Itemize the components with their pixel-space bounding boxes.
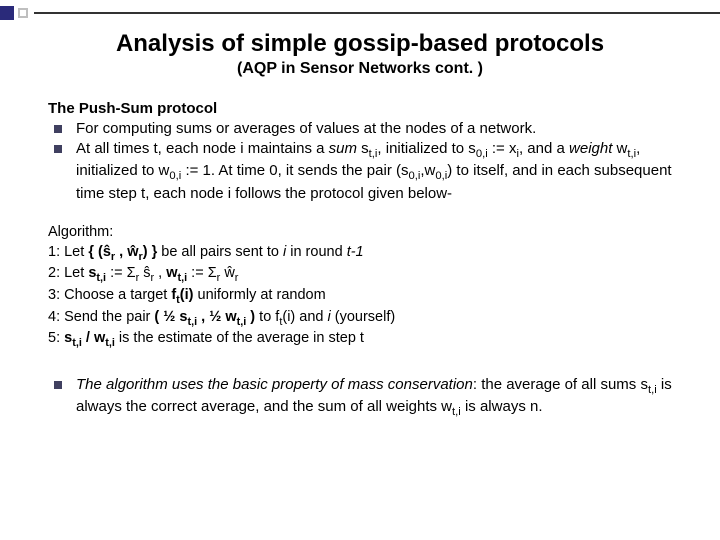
deco-horizontal-line xyxy=(34,12,720,14)
bullet-square-icon xyxy=(54,145,62,153)
mass-conservation-note: The algorithm uses the basic property of… xyxy=(48,375,672,420)
slide-subtitle: (AQP in Sensor Networks cont. ) xyxy=(48,60,672,78)
slide-title: Analysis of simple gossip-based protocol… xyxy=(48,30,672,58)
deco-square-filled xyxy=(0,6,14,20)
bullet-text: At all times t, each node i maintains a … xyxy=(76,139,672,204)
algorithm-step: 3: Choose a target ft(i) uniformly at ra… xyxy=(48,286,672,308)
slide-decoration xyxy=(0,6,720,20)
algorithm-heading: Algorithm: xyxy=(48,223,672,243)
bullet-text: The algorithm uses the basic property of… xyxy=(76,375,672,420)
algorithm-step: 4: Send the pair ( ½ st,i , ½ wt,i ) to … xyxy=(48,308,672,330)
algorithm-block: Algorithm: 1: Let { (ŝr , ŵr) } be all p… xyxy=(48,223,672,350)
algorithm-step: 1: Let { (ŝr , ŵr) } be all pairs sent t… xyxy=(48,243,672,265)
bullet-square-icon xyxy=(54,125,62,133)
algorithm-step: 2: Let st,i := Σr ŝr , wt,i := Σr ŵr xyxy=(48,264,672,286)
algorithm-step: 5: st,i / wt,i is the estimate of the av… xyxy=(48,329,672,351)
bullet-item: The algorithm uses the basic property of… xyxy=(54,375,672,420)
slide-body: Analysis of simple gossip-based protocol… xyxy=(0,0,720,420)
deco-square-outline xyxy=(18,8,28,18)
section-heading: The Push-Sum protocol xyxy=(48,100,672,117)
bullet-item: At all times t, each node i maintains a … xyxy=(54,139,672,204)
bullet-list: For computing sums or averages of values… xyxy=(48,119,672,203)
bullet-text: For computing sums or averages of values… xyxy=(76,119,672,139)
bullet-item: For computing sums or averages of values… xyxy=(54,119,672,139)
bullet-square-icon xyxy=(54,381,62,389)
